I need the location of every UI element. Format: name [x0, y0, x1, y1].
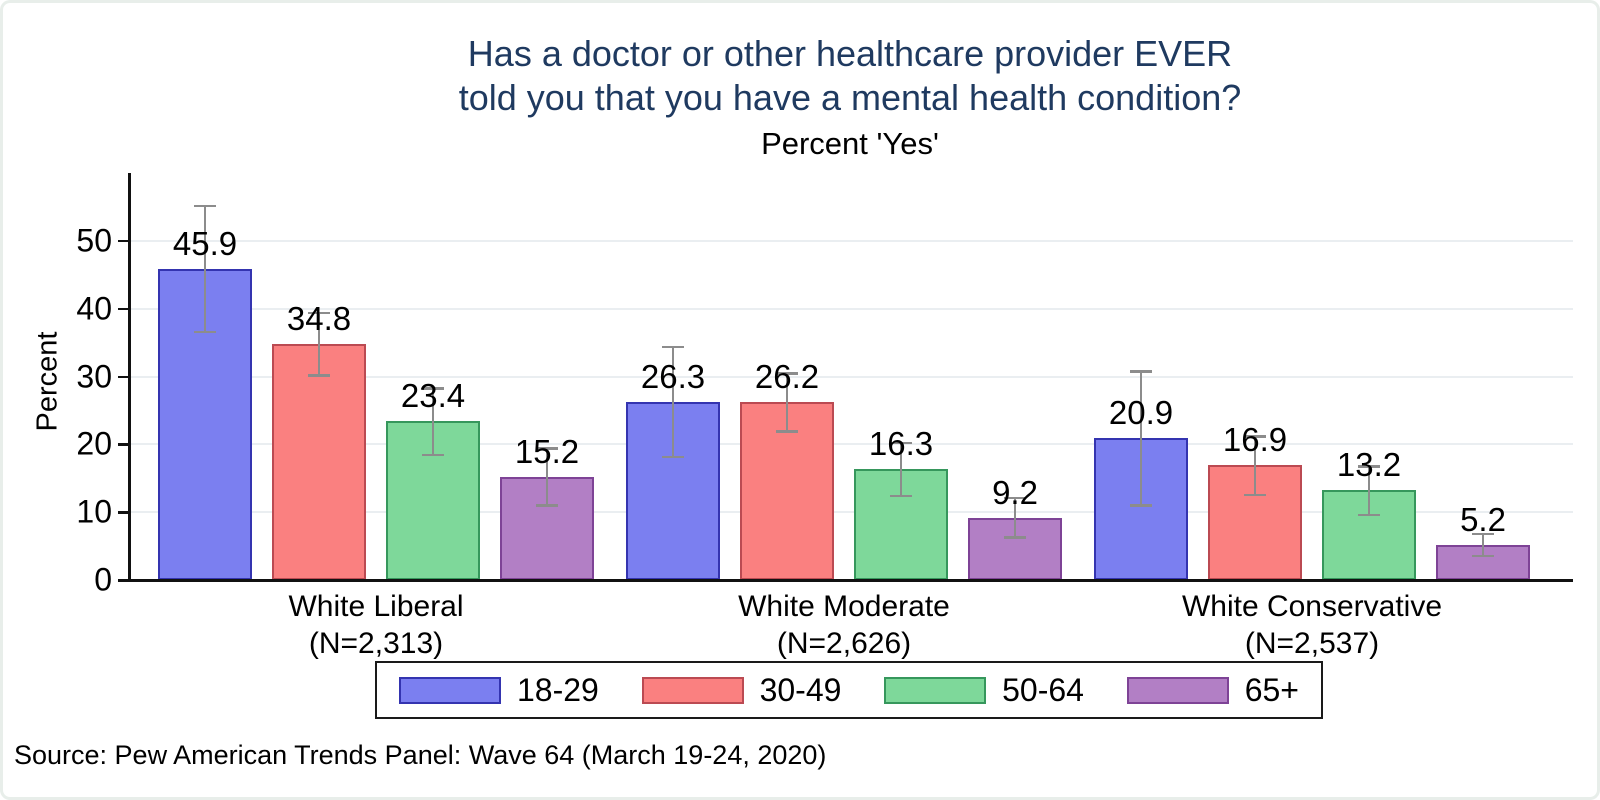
error-bar-cap-top [1358, 465, 1380, 468]
error-bar-cap-top [194, 204, 216, 208]
error-bar-line [1014, 497, 1016, 538]
error-bar-cap-top [776, 372, 798, 375]
error-bar-cap-bottom [1358, 513, 1380, 517]
error-bar-cap-bottom [1130, 504, 1152, 507]
bar-value-label: 34.8 [286, 299, 352, 337]
x-category-label: White Conservative (N=2,537) [1102, 588, 1522, 662]
legend: 18-29 30-49 50-64 65+ [375, 661, 1323, 719]
source-note: Source: Pew American Trends Panel: Wave … [14, 740, 827, 770]
x-category-label: White Moderate (N=2,626) [634, 588, 1054, 662]
error-bar-cap-top [662, 345, 684, 349]
error-bar-cap-bottom [536, 504, 558, 507]
error-bar-cap-bottom [422, 453, 444, 456]
error-bar-cap-bottom [1004, 536, 1026, 539]
error-bar-cap-top [308, 311, 330, 315]
gridline-20 [130, 443, 1573, 446]
error-bar-line [204, 205, 206, 332]
error-bar-line [672, 346, 674, 457]
legend-swatch-icon [399, 676, 501, 704]
gridline-50 [130, 239, 1573, 242]
legend-label: 65+ [1244, 671, 1299, 708]
error-bar-cap-bottom [776, 430, 798, 433]
error-bar-line [1368, 466, 1370, 515]
legend-label: 18-29 [517, 671, 599, 708]
error-bar-cap-bottom [1244, 493, 1266, 497]
x-category-label: White Liberal (N=2,313) [166, 588, 586, 662]
bar-value-label: 9.2 [992, 473, 1038, 511]
error-bar-cap-top [1244, 435, 1266, 438]
x-category-name: White Moderate [738, 590, 950, 623]
legend-swatch-icon [884, 676, 987, 704]
error-bar-line [900, 442, 902, 496]
bar-value-label: 23.4 [400, 377, 466, 415]
x-axis-line [128, 579, 1573, 582]
legend-item-30-49: 30-49 [641, 671, 842, 709]
error-bar-line [546, 448, 548, 506]
error-bar-cap-bottom [890, 494, 912, 498]
error-bar-cap-top [1130, 370, 1152, 373]
chart-subtitle: Percent 'Yes' [761, 126, 939, 161]
bar-value-label: 13.2 [1336, 446, 1402, 484]
gridline-40 [130, 307, 1573, 310]
chart-title-line1: Has a doctor or other healthcare provide… [467, 33, 1233, 74]
bar-30-49-white-liberal [272, 343, 366, 580]
x-category-n: (N=2,537) [1244, 627, 1380, 660]
y-tick-label-50: 50 [76, 222, 112, 259]
bar-value-label: 26.2 [754, 358, 820, 396]
bar-value-label: 45.9 [172, 224, 238, 262]
x-category-name: White Liberal [288, 590, 464, 623]
legend-swatch-icon [1126, 676, 1229, 704]
y-tick-label-30: 30 [76, 358, 112, 394]
legend-swatch-icon [641, 676, 744, 704]
error-bar-line [1482, 533, 1484, 556]
chart-title: Has a doctor or other healthcare provide… [100, 32, 1600, 120]
error-bar-cap-top [1004, 496, 1026, 500]
legend-item-50-64: 50-64 [884, 672, 1084, 709]
bar-value-label: 5.2 [1460, 500, 1506, 538]
bar-value-label: 15.2 [514, 432, 580, 470]
gridline-10 [130, 511, 1573, 514]
x-category-name: White Conservative [1181, 590, 1443, 623]
gridline-30 [130, 375, 1573, 378]
error-bar-cap-top [1472, 532, 1494, 536]
legend-label: 50-64 [1002, 671, 1084, 708]
y-tick-50 [118, 239, 128, 243]
error-bar-cap-bottom [194, 330, 216, 334]
error-bar-line [1140, 371, 1142, 506]
y-axis-title: Percent [31, 331, 64, 432]
chart-title-line2: told you that you have a mental health c… [458, 77, 1242, 118]
bar-value-label: 16.9 [1222, 421, 1288, 459]
y-tick-label-20: 20 [76, 425, 112, 462]
x-category-n: (N=2,626) [776, 627, 912, 660]
error-bar-line [1254, 436, 1256, 495]
y-tick-10 [118, 511, 128, 514]
y-tick-20 [118, 443, 128, 446]
error-bar-cap-top [536, 447, 558, 450]
y-tick-label-0: 0 [94, 561, 112, 598]
error-bar-line [318, 312, 320, 376]
error-bar-cap-top [890, 441, 912, 445]
legend-item-65+: 65+ [1126, 671, 1299, 709]
error-bar-cap-top [422, 387, 444, 390]
error-bar-line [786, 373, 788, 432]
y-tick-label-10: 10 [76, 493, 112, 530]
bar-value-label: 26.3 [640, 357, 706, 395]
legend-label: 30-49 [759, 671, 842, 708]
error-bar-cap-bottom [662, 455, 684, 459]
x-category-n: (N=2,313) [308, 627, 444, 660]
y-tick-label-40: 40 [76, 290, 112, 327]
bar-value-label: 16.3 [868, 425, 934, 463]
y-tick-40 [118, 307, 128, 311]
error-bar-cap-bottom [308, 374, 330, 377]
y-tick-0 [118, 579, 128, 582]
y-tick-30 [118, 375, 128, 378]
bar-value-label: 20.9 [1108, 394, 1174, 432]
y-axis-line [128, 173, 131, 582]
legend-item-18-29: 18-29 [399, 672, 599, 709]
error-bar-cap-bottom [1472, 554, 1494, 558]
error-bar-line [432, 388, 434, 455]
